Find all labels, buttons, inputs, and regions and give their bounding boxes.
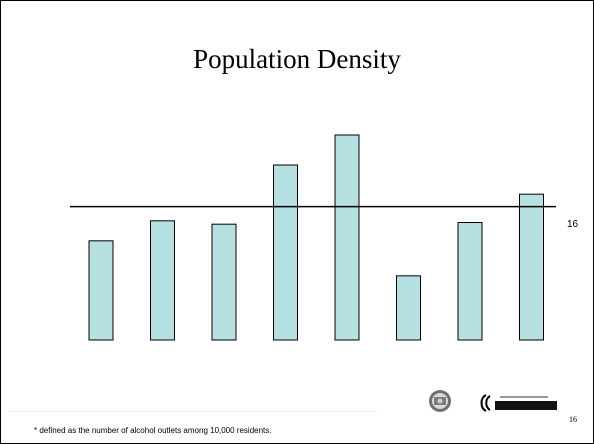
footnote: * defined as the number of alcohol outle… — [34, 426, 272, 435]
bar — [334, 134, 360, 341]
public-health-logo-icon — [480, 394, 557, 412]
bar — [457, 222, 483, 341]
bar — [150, 220, 175, 341]
bar — [211, 223, 237, 341]
county-seal-icon — [429, 390, 451, 412]
bar — [273, 164, 298, 341]
reference-line-label: 16 — [567, 219, 579, 230]
bar — [88, 240, 114, 341]
page-number: 16 — [569, 415, 577, 424]
bar — [396, 275, 421, 341]
bar — [519, 193, 544, 341]
slide-title: Population Density — [193, 44, 401, 74]
footnote-box — [8, 412, 378, 436]
